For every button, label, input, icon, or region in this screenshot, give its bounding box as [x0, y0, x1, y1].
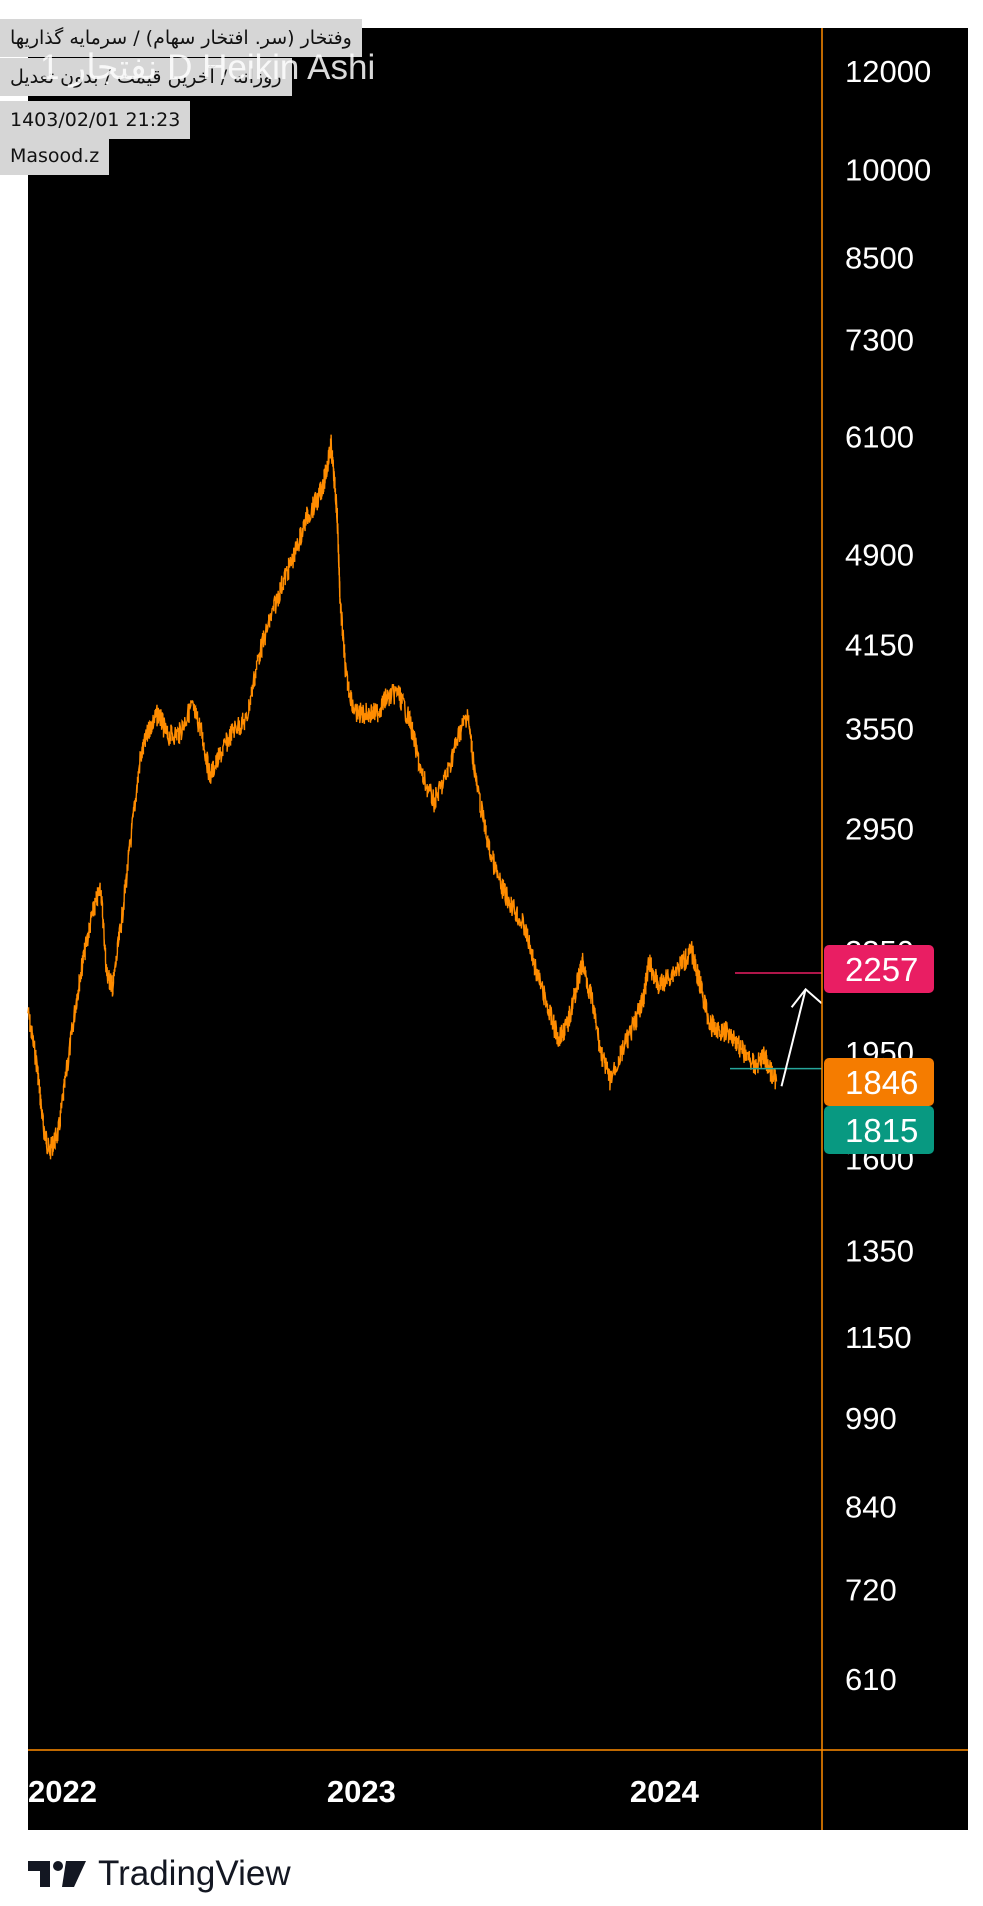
chart-title-overlay: 1 نفتجار D Heikin Ashi — [40, 48, 375, 88]
author-text: Masood.z — [10, 145, 100, 167]
price-tag-bg — [824, 1106, 934, 1154]
tradingview-brand-text: TradingView — [98, 1854, 291, 1893]
tradingview-logo-icon — [28, 1861, 86, 1887]
price-tag-bg — [824, 1058, 934, 1106]
y-tick-label: 3550 — [845, 712, 914, 747]
y-tick-label: 1150 — [845, 1320, 912, 1355]
x-tick-label: 2022 — [28, 1774, 97, 1809]
y-tick-label: 10000 — [845, 153, 931, 188]
y-tick-label: 7300 — [845, 322, 914, 357]
y-tick-label: 840 — [845, 1490, 897, 1525]
datetime-label: 1403/02/01 21:23 — [0, 101, 191, 139]
y-tick-label: 610 — [845, 1662, 897, 1697]
y-tick-label: 720 — [845, 1573, 897, 1608]
price-tag-bg — [824, 945, 934, 993]
title-overlay-text: 1 نفتجار D Heikin Ashi — [40, 48, 376, 87]
y-tick-label: 2950 — [845, 812, 914, 847]
price-tag-label: 1846 — [845, 1064, 918, 1101]
x-tick-label: 2024 — [630, 1774, 700, 1809]
price-series-line — [27, 434, 778, 1160]
y-tick-label: 8500 — [845, 240, 914, 275]
price-tag-label: 1815 — [845, 1112, 918, 1149]
author-label: Masood.z — [0, 137, 110, 175]
symbol-info-label: وفتخار (سر. افتخار سهام) / سرمایه گذاریه… — [0, 19, 362, 57]
y-tick-label: 990 — [845, 1401, 897, 1436]
y-tick-label: 6100 — [845, 419, 914, 454]
datetime-text: 1403/02/01 21:23 — [10, 109, 181, 131]
trend-arrow-line — [780, 989, 807, 1087]
y-tick-label: 12000 — [845, 54, 931, 89]
chart-background — [28, 28, 968, 1830]
trend-arrow-head — [790, 987, 823, 1008]
settings-text: روزانه / آخرین قیمت / بدون تعدیل — [10, 66, 282, 88]
price-tag-label: 2257 — [845, 951, 918, 988]
tradingview-footer[interactable]: TradingView — [28, 1850, 291, 1898]
symbol-text: وفتخار (سر. افتخار سهام) / سرمایه گذاریه… — [10, 27, 352, 49]
y-tick-label: 4900 — [845, 538, 914, 573]
x-tick-label: 2023 — [327, 1774, 396, 1809]
y-tick-label: 1350 — [845, 1233, 914, 1268]
settings-info-label: روزانه / آخرین قیمت / بدون تعدیل — [0, 58, 292, 96]
y-tick-label: 4150 — [845, 627, 914, 662]
